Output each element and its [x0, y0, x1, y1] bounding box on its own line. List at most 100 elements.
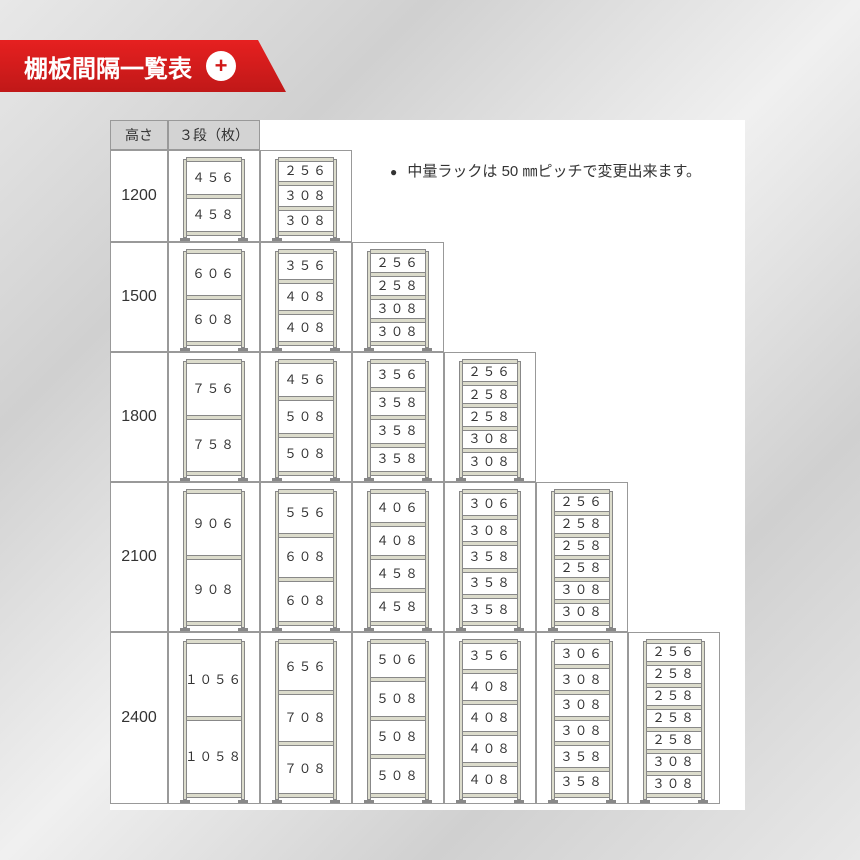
- shelf: [554, 577, 610, 582]
- rack-foot: [456, 628, 466, 631]
- data-cell: ３５６４０８４０８４０８４０８: [444, 632, 536, 804]
- shelf: [646, 639, 702, 644]
- shelf: [462, 669, 518, 674]
- shelf: [278, 621, 334, 626]
- shelf: [462, 700, 518, 705]
- gap-label: ６０８: [275, 595, 337, 608]
- rack-foot: [364, 800, 374, 803]
- rack-diagram: ２５６２５８２５８２５８２５８３０８３０８: [643, 641, 705, 795]
- gap-label: ３０８: [275, 215, 337, 228]
- shelf: [370, 318, 426, 323]
- rack-diagram: ５０６５０８５０８５０８: [367, 641, 429, 795]
- rack-post: [183, 491, 187, 628]
- rack-foot: [456, 478, 466, 481]
- data-cell: ９０６９０８: [168, 482, 260, 632]
- rack-foot: [514, 628, 524, 631]
- shelf: [554, 690, 610, 695]
- shelf: [462, 448, 518, 453]
- gap-label: ２５６: [275, 165, 337, 178]
- shelf: [186, 231, 242, 236]
- shelf: [370, 754, 426, 759]
- shelf: [462, 489, 518, 494]
- shelf: [462, 762, 518, 767]
- rack-foot: [180, 348, 190, 351]
- shelf: [186, 341, 242, 346]
- rack-foot: [640, 800, 650, 803]
- data-cell: １０５６１０５８: [168, 632, 260, 804]
- col-header: ３段（枚）: [168, 120, 260, 150]
- shelf: [186, 194, 242, 199]
- shelf: [278, 577, 334, 582]
- shelf: [554, 741, 610, 746]
- gap-label: ３５８: [459, 577, 521, 590]
- shelf: [186, 295, 242, 300]
- rack-post: [241, 491, 245, 628]
- rack-foot: [364, 348, 374, 351]
- rack-diagram: ３０６３０８３５８３５８３５８: [459, 491, 521, 623]
- gap-label: ２５８: [643, 734, 705, 747]
- shelf: [278, 359, 334, 364]
- data-cell: ２５６２５８３０８３０８: [352, 242, 444, 352]
- gap-label: ２５８: [459, 411, 521, 424]
- shelf: [186, 555, 242, 560]
- shelf: [462, 359, 518, 364]
- gap-label: ６０８: [275, 551, 337, 564]
- shelf: [186, 621, 242, 626]
- rack-foot: [180, 800, 190, 803]
- rack-foot: [606, 800, 616, 803]
- shelf: [186, 716, 242, 721]
- rack-diagram: ２５６２５８２５８２５８３０８３０８: [551, 491, 613, 623]
- gap-label: ２５８: [643, 690, 705, 703]
- rack-diagram: ３０６３０８３０８３０８３５８３５８: [551, 641, 613, 795]
- shelf: [278, 157, 334, 162]
- rack-diagram: ６５６７０８７０８: [275, 641, 337, 795]
- note-text: 中量ラックは 50 ㎜ピッチで変更出来ます。: [407, 163, 701, 180]
- gap-label: ３５８: [459, 551, 521, 564]
- rack-post: [183, 361, 187, 478]
- gap-label: ５５６: [275, 507, 337, 520]
- gap-label: ９０８: [183, 584, 245, 597]
- rack-foot: [238, 628, 248, 631]
- gap-label: ２５６: [367, 257, 429, 270]
- shelf: [278, 181, 334, 186]
- shelf: [646, 661, 702, 666]
- gap-label: ４０８: [459, 712, 521, 725]
- data-cell: ５０６５０８５０８５０８: [352, 632, 444, 804]
- gap-label: ２５８: [367, 280, 429, 293]
- shelf: [554, 639, 610, 644]
- gap-label: ６０８: [183, 314, 245, 327]
- shelf: [554, 489, 610, 494]
- gap-label: ３５６: [275, 260, 337, 273]
- rack-foot: [548, 800, 558, 803]
- shelf: [370, 555, 426, 560]
- gap-label: ３５８: [551, 776, 613, 789]
- rack-foot: [272, 628, 282, 631]
- shelf: [462, 731, 518, 736]
- row-label: 1200: [110, 150, 168, 242]
- gap-label: ３５６: [459, 650, 521, 663]
- shelf: [370, 716, 426, 721]
- gap-label: ４０８: [459, 743, 521, 756]
- shelf: [462, 621, 518, 626]
- gap-label: ３０８: [551, 725, 613, 738]
- rack-foot: [180, 238, 190, 241]
- shelf: [278, 489, 334, 494]
- shelf: [278, 533, 334, 538]
- shelf: [370, 387, 426, 392]
- shelf: [278, 639, 334, 644]
- rack-foot: [364, 628, 374, 631]
- rack-foot: [456, 800, 466, 803]
- data-cell: ３０６３０８３０８３０８３５８３５８: [536, 632, 628, 804]
- rack-diagram: ２５６３０８３０８: [275, 159, 337, 233]
- bullet-icon: ●: [390, 165, 397, 179]
- gap-label: ７５６: [183, 383, 245, 396]
- gap-label: ３０８: [551, 606, 613, 619]
- row-label: 1500: [110, 242, 168, 352]
- gap-label: ２５６: [459, 366, 521, 379]
- rack-foot: [330, 628, 340, 631]
- gap-label: ３０８: [643, 756, 705, 769]
- plus-icon: +: [206, 51, 236, 81]
- rack-foot: [330, 478, 340, 481]
- shelf: [462, 381, 518, 386]
- shelf: [370, 639, 426, 644]
